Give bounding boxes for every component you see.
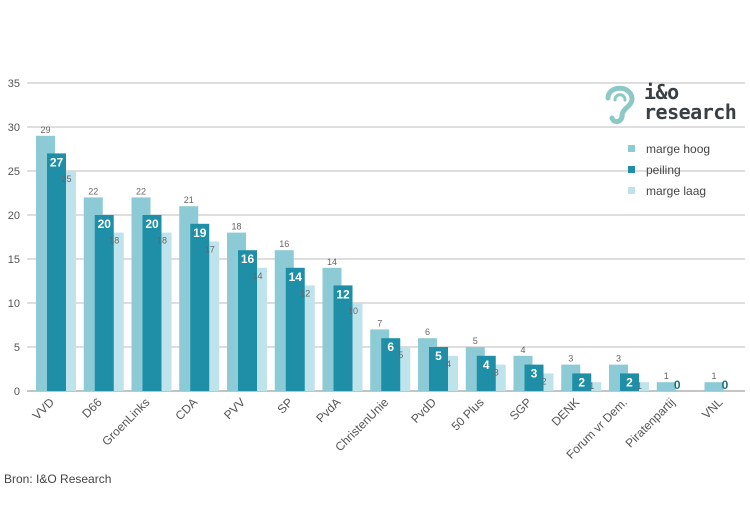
legend-swatch — [628, 166, 635, 173]
data-label: 2 — [541, 376, 546, 386]
data-label: 18 — [157, 236, 167, 246]
data-label: 17 — [205, 244, 215, 254]
bar — [524, 364, 544, 391]
data-label: 20 — [145, 217, 159, 231]
data-label: 10 — [348, 306, 358, 316]
data-label: 27 — [50, 155, 64, 169]
data-label: 14 — [289, 270, 303, 284]
bar — [630, 382, 649, 391]
data-label: 22 — [136, 186, 146, 196]
legend-swatch — [628, 187, 635, 194]
data-label: 5 — [398, 350, 403, 360]
logo-line1: i&o — [644, 80, 679, 104]
bar — [582, 382, 602, 391]
data-label: 25 — [61, 174, 71, 184]
y-tick-label: 20 — [8, 210, 20, 222]
legend-label: marge laag — [646, 184, 707, 198]
data-label: 3 — [568, 354, 573, 364]
y-tick-label: 30 — [8, 122, 20, 134]
data-label: 0 — [722, 378, 729, 392]
bar — [190, 223, 210, 391]
y-tick-label: 0 — [14, 386, 20, 398]
ear-icon — [605, 85, 635, 125]
legend-label: peiling — [646, 163, 681, 177]
data-label: 2 — [578, 375, 585, 389]
legend-label: marge hoog — [646, 142, 711, 156]
data-label: 0 — [674, 378, 681, 392]
x-tick-label: CDA — [172, 395, 200, 423]
y-tick-label: 15 — [8, 254, 20, 266]
data-label: 1 — [711, 371, 716, 381]
bar — [429, 347, 448, 391]
x-tick-label: Piratenpartij — [623, 395, 678, 450]
bar — [333, 285, 353, 391]
bar — [142, 215, 162, 391]
data-label: 5 — [435, 349, 442, 363]
data-label: 2 — [626, 375, 633, 389]
x-tick-label: PvdD — [408, 395, 439, 426]
data-label: 22 — [88, 186, 98, 196]
data-label: 4 — [483, 358, 490, 372]
bar — [285, 267, 305, 391]
data-label: 29 — [40, 125, 50, 135]
y-tick-label: 5 — [14, 342, 20, 354]
data-label: 14 — [327, 257, 337, 267]
y-tick-label: 35 — [8, 78, 20, 90]
bar — [620, 373, 639, 391]
bar — [47, 153, 66, 391]
x-tick-label: DENK — [549, 395, 582, 428]
data-label: 1 — [589, 381, 594, 391]
data-label: 6 — [425, 327, 430, 337]
bar — [238, 250, 257, 391]
data-label: 19 — [193, 226, 207, 240]
data-label: 1 — [664, 371, 669, 381]
data-label: 16 — [279, 239, 289, 249]
data-label: 3 — [494, 368, 499, 378]
bar — [656, 382, 676, 391]
bar — [704, 382, 724, 391]
y-tick-label: 25 — [8, 166, 20, 178]
y-tick-label: 10 — [8, 298, 20, 310]
data-label: 7 — [377, 318, 382, 328]
x-tick-label: 50 Plus — [449, 395, 487, 433]
logo-text: i&o research — [644, 80, 737, 124]
data-label: 21 — [184, 195, 194, 205]
logo-line2: research — [644, 100, 737, 124]
data-label: 18 — [231, 222, 241, 232]
data-label: 14 — [252, 271, 262, 281]
legend-swatch — [628, 145, 635, 152]
x-tick-label: VNL — [699, 395, 726, 422]
data-label: 1 — [637, 381, 642, 391]
x-tick-label: PvdA — [313, 395, 343, 425]
data-label: 4 — [520, 345, 525, 355]
data-label: 20 — [98, 217, 112, 231]
data-label: 3 — [616, 354, 621, 364]
data-label: 4 — [446, 359, 451, 369]
data-label: 6 — [387, 340, 394, 354]
data-label: 18 — [109, 236, 119, 246]
bar — [94, 215, 114, 391]
x-tick-label: SGP — [507, 395, 535, 423]
io-research-logo: i&o research — [600, 80, 748, 130]
x-tick-label: PVV — [221, 395, 248, 422]
bar — [572, 373, 592, 391]
x-tick-label: SP — [275, 395, 296, 416]
data-label: 3 — [531, 367, 538, 381]
data-label: 16 — [241, 252, 255, 266]
x-tick-label: VVD — [30, 395, 58, 423]
data-label: 12 — [336, 287, 350, 301]
source-note: Bron: I&O Research — [4, 472, 112, 486]
bar — [381, 338, 401, 391]
x-tick-label: D66 — [79, 395, 105, 421]
x-tick-label: GroenLinks — [99, 395, 152, 448]
data-label: 5 — [473, 336, 478, 346]
bar — [476, 355, 496, 391]
data-label: 12 — [300, 288, 310, 298]
